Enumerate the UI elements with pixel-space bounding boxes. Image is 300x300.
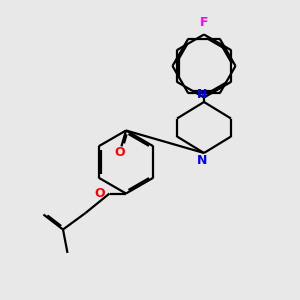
- Text: O: O: [94, 187, 105, 200]
- Text: N: N: [196, 154, 207, 167]
- Text: O: O: [115, 146, 125, 159]
- Text: F: F: [200, 16, 208, 29]
- Text: N: N: [196, 88, 207, 100]
